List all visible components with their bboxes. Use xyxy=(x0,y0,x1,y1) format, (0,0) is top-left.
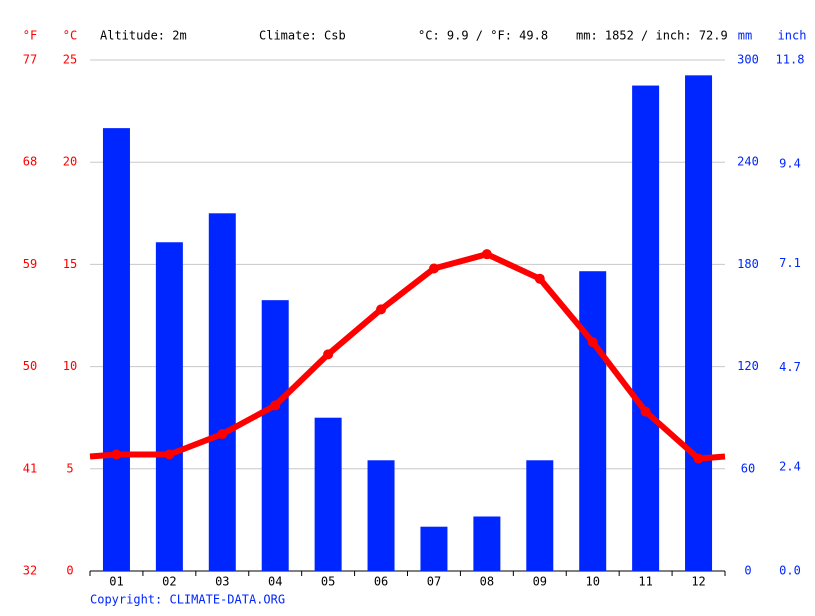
precipitation-bar xyxy=(420,526,448,571)
y2-tick-label-mm: 0 xyxy=(744,564,751,578)
y2-tick-label-inch: 7.1 xyxy=(779,256,801,270)
temperature-point xyxy=(534,273,545,284)
y-tick-label-c: 10 xyxy=(63,359,77,373)
y2-tick-label-mm: 180 xyxy=(737,257,759,271)
y2-tick-label-mm: 60 xyxy=(741,461,755,475)
climate: Climate: Csb xyxy=(259,29,346,43)
precipitation-bar xyxy=(685,75,713,571)
temperature-point xyxy=(217,429,228,440)
unit-f: °F xyxy=(23,29,37,43)
temperature-point xyxy=(270,400,281,411)
temperature-point xyxy=(376,304,387,315)
temperature-point xyxy=(587,337,598,348)
y2-tick-label-inch: 2.4 xyxy=(779,460,801,474)
y2-tick-label-mm: 300 xyxy=(737,53,759,67)
y-tick-label-c: 5 xyxy=(66,461,73,475)
temperature-point xyxy=(640,406,651,417)
x-tick-label: 03 xyxy=(215,575,229,589)
x-tick-label: 11 xyxy=(638,575,652,589)
y2-tick-label-inch: 4.7 xyxy=(779,360,801,374)
x-tick-label: 07 xyxy=(427,575,441,589)
x-tick-label: 06 xyxy=(374,575,388,589)
unit-inch: inch xyxy=(778,29,807,43)
precipitation-bar xyxy=(102,128,130,571)
y-tick-label-f: 77 xyxy=(23,53,37,67)
y2-tick-label-mm: 240 xyxy=(737,155,759,169)
x-tick-label: 12 xyxy=(691,575,705,589)
y-tick-label-c: 0 xyxy=(66,564,73,578)
precipitation-bar xyxy=(155,242,183,572)
y-tick-label-c: 15 xyxy=(63,257,77,271)
precipitation-bar xyxy=(632,85,660,572)
x-tick-label: 04 xyxy=(268,575,282,589)
y-tick-label-f: 50 xyxy=(23,359,37,373)
unit-c: °C xyxy=(63,29,77,43)
y-tick-label-f: 41 xyxy=(23,461,37,475)
temperature-line xyxy=(116,251,701,461)
x-tick-label: 02 xyxy=(162,575,176,589)
y-tick-label-f: 59 xyxy=(23,257,37,271)
x-tick-label: 10 xyxy=(585,575,599,589)
precipitation-summary: mm: 1852 / inch: 72.9 xyxy=(576,29,728,43)
y-tick-label-f: 32 xyxy=(23,564,37,578)
precipitation-bar xyxy=(579,271,607,571)
x-tick-label: 01 xyxy=(109,575,123,589)
temperature-summary: °C: 9.9 / °F: 49.8 xyxy=(418,29,548,43)
precipitation-bar xyxy=(208,213,236,572)
altitude: Altitude: 2m xyxy=(100,29,187,43)
temperature-point xyxy=(481,249,492,260)
x-tick-label: 08 xyxy=(480,575,494,589)
y2-tick-label-inch: 9.4 xyxy=(779,156,801,170)
precipitation-bar xyxy=(261,300,289,571)
y2-tick-label-inch: 11.8 xyxy=(776,53,805,67)
precipitation-bar xyxy=(314,417,342,571)
y2-tick-label-mm: 120 xyxy=(737,359,759,373)
precipitation-bar xyxy=(367,460,395,571)
x-tick-label: 05 xyxy=(321,575,335,589)
temperature-point xyxy=(323,349,334,360)
unit-mm: mm xyxy=(738,29,752,43)
x-tick-label: 09 xyxy=(533,575,547,589)
precipitation-bar xyxy=(526,460,554,571)
y-tick-label-c: 25 xyxy=(63,53,77,67)
y2-tick-label-inch: 0.0 xyxy=(779,564,801,578)
temperature-point xyxy=(164,449,175,460)
precipitation-bar xyxy=(473,516,501,571)
y-tick-label-f: 68 xyxy=(23,155,37,169)
temperature-point xyxy=(111,449,122,460)
y-tick-label-c: 20 xyxy=(63,155,77,169)
temperature-point xyxy=(428,263,439,274)
copyright: Copyright: CLIMATE-DATA.ORG xyxy=(90,593,285,607)
temperature-point xyxy=(693,453,704,464)
